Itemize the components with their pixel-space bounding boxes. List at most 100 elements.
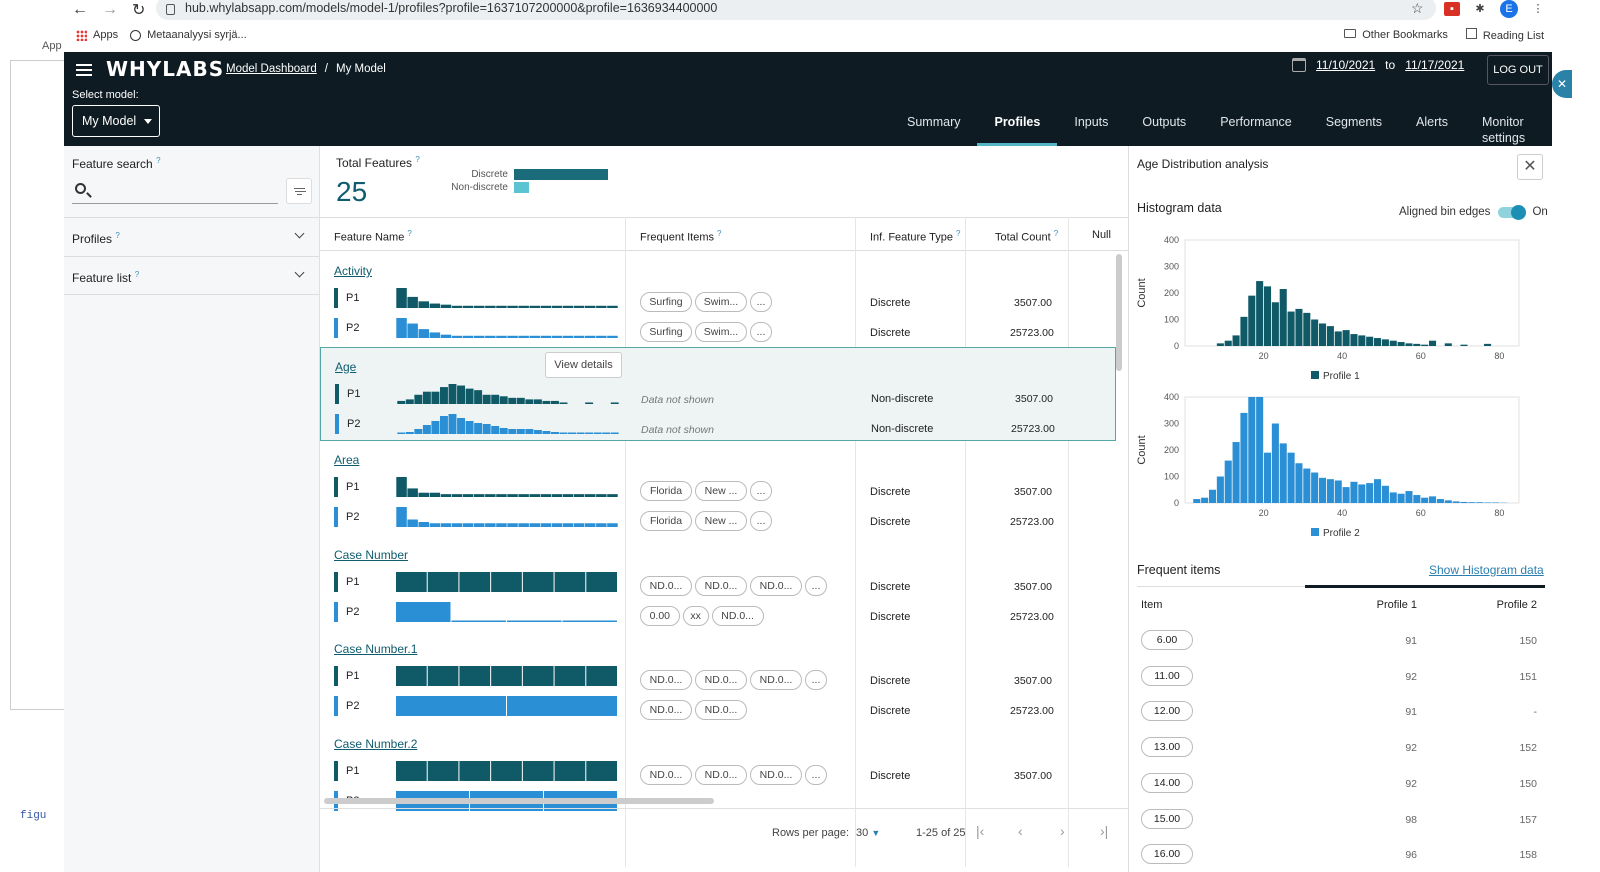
profile-avatar[interactable]: E <box>1500 0 1518 18</box>
frequent-item-chip[interactable]: ND.0... <box>695 670 747 690</box>
freq-item-chip[interactable]: 14.00 <box>1141 772 1193 793</box>
frequent-item-chip[interactable]: Florida <box>640 481 692 501</box>
view-details-button[interactable]: View details <box>545 351 622 378</box>
help-icon[interactable]: ? <box>717 229 722 238</box>
back-icon[interactable]: ← <box>72 1 88 18</box>
freq-item-chip[interactable]: 12.00 <box>1141 701 1193 722</box>
frequent-item-chip[interactable]: ND.0... <box>640 575 692 596</box>
freq-item-chip[interactable]: 13.00 <box>1141 737 1193 758</box>
feature-row[interactable]: Case Number.2 P1 ND.0... ND.0... ND.0...... D… <box>320 725 1116 819</box>
frequent-item-chip[interactable]: xx <box>682 605 709 626</box>
feature-name-link[interactable]: Case Number <box>334 547 409 562</box>
frequent-item-chip[interactable]: 0.00 <box>640 605 680 626</box>
reload-icon[interactable]: ↻ <box>132 2 146 19</box>
help-icon[interactable]: ? <box>115 231 120 240</box>
feature-name-link[interactable]: Age <box>335 359 357 374</box>
bookmark-star-icon[interactable]: ☆ <box>1411 0 1424 16</box>
tab-monitor-settings[interactable]: Monitor settings <box>1481 115 1526 145</box>
frequent-item-chip[interactable]: ND.0... <box>695 764 747 785</box>
col-feature-name[interactable]: Feature Name ? <box>334 229 412 244</box>
frequent-item-chip[interactable]: ND.0... <box>750 575 802 596</box>
col-feature-type[interactable]: Inf. Feature Type ? <box>870 229 960 244</box>
calendar-icon[interactable] <box>1292 58 1306 72</box>
feature-row[interactable]: Area P1 Florida New ...... Discrete 3507.00 P2… <box>320 441 1116 535</box>
tab-inputs[interactable]: Inputs <box>1074 115 1109 129</box>
help-icon[interactable]: ? <box>156 156 161 165</box>
tab-performance[interactable]: Performance <box>1220 115 1292 129</box>
feature-list-accordion[interactable]: Feature list ? <box>64 256 319 295</box>
extension-red-icon[interactable]: ▪ <box>1444 2 1460 16</box>
reading-list[interactable]: Reading List <box>1465 28 1544 42</box>
help-icon[interactable]: ? <box>415 155 420 164</box>
tab-profiles[interactable]: Profiles <box>977 114 1058 146</box>
profiles-accordion[interactable]: Profiles ? <box>64 217 319 256</box>
freq-item-chip[interactable]: 11.00 <box>1141 665 1193 686</box>
frequent-item-chip[interactable]: ... <box>805 764 827 785</box>
frequent-item-chip[interactable]: ND.0... <box>695 700 747 720</box>
tab-outputs[interactable]: Outputs <box>1142 115 1187 129</box>
frequent-item-chip[interactable]: Surfing <box>640 322 692 342</box>
feature-row[interactable]: Case Number.1 P1 ND.0... ND.0... ND.0...... D… <box>320 630 1116 724</box>
help-icon[interactable]: ? <box>134 270 140 279</box>
last-page-icon[interactable]: ›| <box>1100 823 1109 839</box>
url-text[interactable]: hub.whylabsapp.com/models/model-1/profil… <box>185 1 718 15</box>
hamburger-menu-icon[interactable] <box>76 64 92 76</box>
aligned-bin-edges-toggle[interactable] <box>1498 204 1527 220</box>
frequent-item-chip[interactable]: ... <box>805 575 827 596</box>
frequent-item-chip[interactable]: ND.0... <box>711 605 764 626</box>
help-icon[interactable]: ? <box>1053 229 1059 238</box>
frequent-item-chip[interactable]: ... <box>750 511 772 531</box>
frequent-item-chip[interactable]: ... <box>805 670 827 690</box>
col-frequent-items[interactable]: Frequent Items ? <box>640 229 722 244</box>
frequent-item-chip[interactable]: New ... <box>695 481 747 501</box>
feature-name-link[interactable]: Activity <box>334 264 373 278</box>
horizontal-scrollbar[interactable] <box>324 798 714 804</box>
breadcrumb-model-dashboard[interactable]: Model Dashboard <box>226 63 317 75</box>
help-icon[interactable]: ? <box>407 229 412 238</box>
feature-name-link[interactable]: Case Number.1 <box>334 642 418 656</box>
tab-summary[interactable]: Summary <box>907 115 961 129</box>
col-null[interactable]: Null <box>1092 229 1111 241</box>
extensions-puzzle-icon[interactable]: ✱ <box>1475 3 1485 15</box>
frequent-item-chip[interactable]: ... <box>750 292 772 312</box>
side-close-icon[interactable]: ✕ <box>1552 70 1572 98</box>
frequent-item-chip[interactable]: Swim... <box>695 322 747 342</box>
frequent-item-chip[interactable]: ND.0... <box>640 670 692 690</box>
freq-item-chip[interactable]: 15.00 <box>1141 808 1193 829</box>
show-histogram-link[interactable]: Show Histogram data <box>1429 563 1544 577</box>
tab-alerts[interactable]: Alerts <box>1416 115 1448 129</box>
next-page-icon[interactable]: › <box>1060 823 1065 839</box>
frequent-item-chip[interactable]: ... <box>750 481 772 501</box>
bookmark-apps[interactable]: Apps <box>76 29 118 41</box>
freq-item-chip[interactable]: 16.00 <box>1141 844 1193 865</box>
forward-icon[interactable]: → <box>102 1 118 18</box>
feature-row[interactable]: Activity P1 Surfing Swim...... Discrete 3507.… <box>320 252 1116 346</box>
frequent-item-chip[interactable]: Surfing <box>640 292 692 312</box>
help-icon[interactable]: ? <box>956 229 961 238</box>
frequent-item-chip[interactable]: ND.0... <box>640 700 692 720</box>
frequent-item-chip[interactable]: ND.0... <box>695 575 747 596</box>
date-to[interactable]: 11/17/2021 <box>1405 58 1465 72</box>
frequent-item-chip[interactable]: ND.0... <box>750 764 802 785</box>
close-icon[interactable]: ✕ <box>1517 154 1543 180</box>
feature-name-link[interactable]: Area <box>334 453 360 467</box>
filter-button[interactable] <box>286 178 312 204</box>
other-bookmarks[interactable]: Other Bookmarks <box>1344 29 1448 41</box>
first-page-icon[interactable]: |‹ <box>976 823 985 839</box>
bookmark-metaanalyysi[interactable]: Metaanalyysi syrjä... <box>130 29 247 41</box>
vertical-scrollbar[interactable] <box>1116 254 1122 371</box>
browser-menu-icon[interactable]: ⋮ <box>1532 3 1544 15</box>
frequent-item-chip[interactable]: Swim... <box>695 292 747 312</box>
date-from[interactable]: 11/10/2021 <box>1316 58 1376 72</box>
rows-per-page-select[interactable]: 30 ▼ <box>856 827 880 839</box>
tab-segments[interactable]: Segments <box>1325 115 1383 129</box>
prev-page-icon[interactable]: ‹ <box>1018 823 1023 839</box>
freq-item-chip[interactable]: 6.00 <box>1141 630 1193 650</box>
frequent-item-chip[interactable]: Florida <box>640 511 692 531</box>
model-select-dropdown[interactable]: My Model <box>72 105 160 137</box>
col-total-count[interactable]: Total Count ? <box>995 229 1058 244</box>
frequent-item-chip[interactable]: New ... <box>695 511 747 531</box>
feature-search-input[interactable] <box>72 178 278 204</box>
feature-name-link[interactable]: Case Number.2 <box>334 736 418 751</box>
feature-row[interactable]: Age View details P1 Data not shown Non-discr… <box>320 346 1116 441</box>
